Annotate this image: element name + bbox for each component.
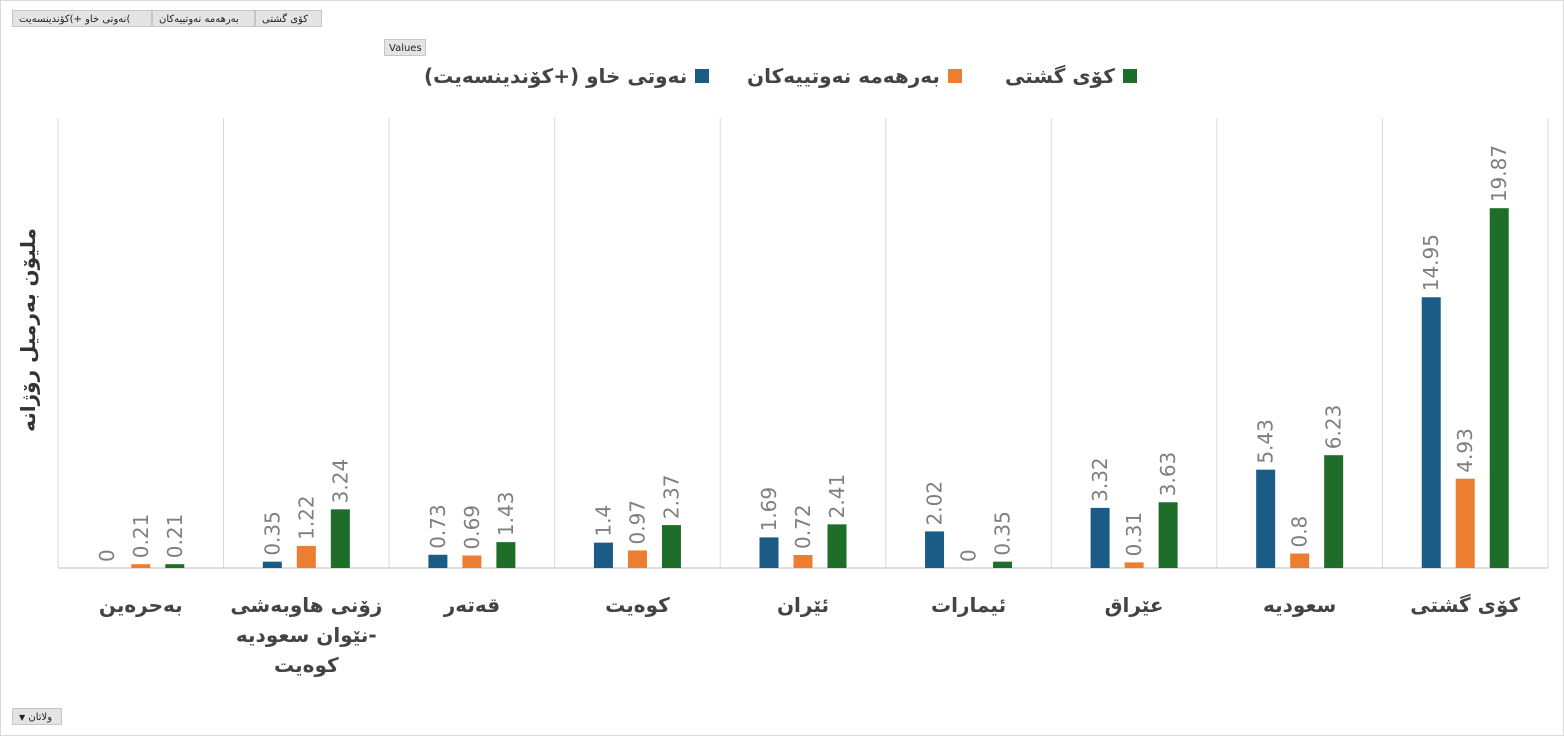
chevron-down-icon: ▼ bbox=[19, 713, 26, 722]
data-label: 2.41 bbox=[825, 474, 849, 519]
x-tick-label: ئیمارات bbox=[931, 593, 1006, 617]
bar bbox=[1489, 208, 1509, 568]
data-label: 0.31 bbox=[1122, 512, 1146, 557]
data-label: 3.63 bbox=[1156, 452, 1180, 497]
data-label: 2.02 bbox=[923, 481, 947, 526]
bar bbox=[793, 554, 813, 568]
legend-swatch-total bbox=[1122, 69, 1137, 83]
legend-item-crude: نەوتی خاو (+کۆندینسەیت) bbox=[424, 60, 710, 92]
data-label: 3.32 bbox=[1088, 457, 1112, 502]
axis-filter-button[interactable]: ▼ ولاتان bbox=[12, 708, 62, 725]
data-label: 6.23 bbox=[1322, 405, 1346, 450]
y-axis-label: ملیۆن بەرمیل رۆژانە bbox=[16, 228, 40, 432]
x-tick-label: کۆی گشتی bbox=[1410, 593, 1520, 617]
data-label: 0.69 bbox=[460, 505, 484, 550]
x-tick-label: سعودیە bbox=[1263, 593, 1336, 617]
bar bbox=[262, 561, 282, 568]
data-label: 0 bbox=[957, 549, 981, 562]
data-label: 0.8 bbox=[1288, 516, 1312, 548]
bar bbox=[1158, 502, 1178, 568]
bar bbox=[1124, 562, 1144, 568]
bar bbox=[496, 542, 516, 568]
data-label: 0.97 bbox=[625, 500, 649, 545]
axis-filter-label: ولاتان bbox=[28, 712, 53, 723]
legend-label-total: کۆی گشتی bbox=[1005, 64, 1115, 88]
x-tick-label: نێوان سعودیە- bbox=[236, 623, 377, 647]
data-label: 0.73 bbox=[426, 504, 450, 549]
field-button-products[interactable]: بەرهەمە نەوتییەکان bbox=[152, 10, 255, 27]
data-label: 19.87 bbox=[1487, 145, 1511, 202]
bar bbox=[827, 524, 847, 568]
data-label: 1.4 bbox=[591, 505, 615, 537]
data-label: 1.43 bbox=[494, 492, 518, 537]
data-label: 0.21 bbox=[163, 514, 187, 559]
field-button-total[interactable]: کۆی گشتی bbox=[255, 10, 322, 27]
bar bbox=[1324, 455, 1344, 568]
bar bbox=[165, 564, 185, 568]
x-tick-label: قەتەر bbox=[443, 593, 500, 617]
x-tick-label: زۆنی هاوبەشی bbox=[230, 593, 382, 617]
data-label: 0.35 bbox=[991, 511, 1015, 556]
data-label: 1.22 bbox=[294, 495, 318, 540]
data-label: 0.72 bbox=[791, 504, 815, 549]
legend-item-total: کۆی گشتی bbox=[1005, 60, 1137, 92]
bar bbox=[131, 564, 151, 568]
x-tick-label: عێراق bbox=[1105, 593, 1164, 617]
y-axis-label-text: ملیۆن بەرمیل رۆژانە bbox=[16, 228, 40, 432]
legend-swatch-products bbox=[947, 69, 962, 83]
bar bbox=[925, 531, 945, 568]
data-label: 4.93 bbox=[1453, 428, 1477, 473]
data-label: 3.24 bbox=[328, 459, 352, 504]
legend-swatch-crude bbox=[695, 69, 710, 83]
bar bbox=[330, 509, 350, 568]
data-label: 1.69 bbox=[757, 487, 781, 532]
data-label: 5.43 bbox=[1254, 419, 1278, 464]
field-button-crude[interactable]: نەوتی خاو +)کۆندینسەیت( bbox=[12, 10, 152, 27]
bar bbox=[428, 554, 448, 568]
bar bbox=[1290, 553, 1310, 568]
bar bbox=[627, 550, 647, 568]
data-label: 0.35 bbox=[260, 511, 284, 556]
bar bbox=[1090, 507, 1110, 568]
bar bbox=[462, 555, 482, 568]
x-tick-label: کوەیت bbox=[605, 593, 670, 617]
data-label: 0.21 bbox=[129, 514, 153, 559]
bar bbox=[593, 542, 613, 568]
data-label: 2.37 bbox=[659, 475, 683, 520]
values-button[interactable]: Values bbox=[384, 39, 426, 56]
bar bbox=[759, 537, 779, 568]
legend-label-products: بەرهەمە نەوتییەکان bbox=[747, 64, 940, 88]
legend-label-crude: نەوتی خاو (+کۆندینسەیت) bbox=[424, 64, 688, 88]
bar bbox=[1421, 297, 1441, 568]
bar bbox=[296, 545, 316, 568]
bar bbox=[993, 561, 1013, 568]
bar bbox=[1455, 478, 1475, 568]
legend-item-products: بەرهەمە نەوتییەکان bbox=[747, 60, 962, 92]
bar bbox=[661, 525, 681, 568]
x-tick-label: کوەیت bbox=[274, 653, 339, 677]
data-label: 14.95 bbox=[1419, 234, 1443, 291]
data-label: 0 bbox=[95, 549, 119, 562]
x-tick-label: ئێران bbox=[777, 593, 829, 617]
x-tick-label: بەحرەین bbox=[99, 593, 183, 617]
bar bbox=[1256, 469, 1276, 568]
